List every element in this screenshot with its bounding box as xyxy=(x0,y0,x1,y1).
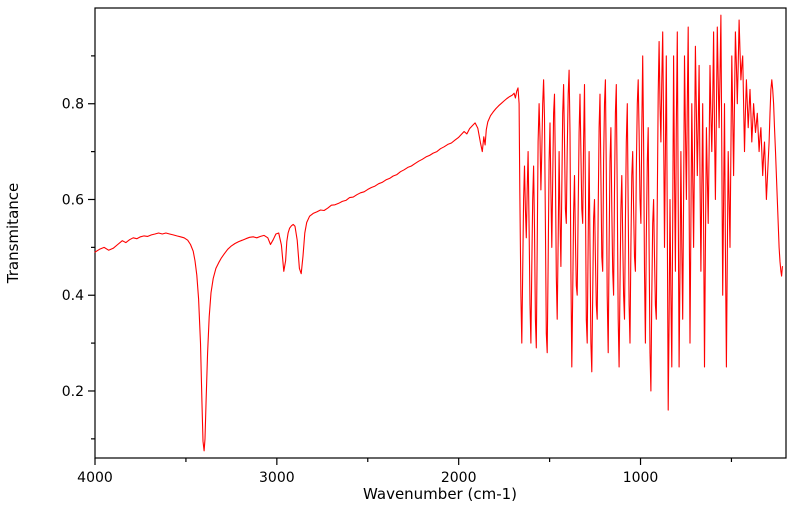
axes-ticks: 4000 3000 2000 1000 0.2 0.4 0.6 0.8 xyxy=(62,55,733,486)
y-axis-label: Transmitance xyxy=(4,183,22,284)
tick-label: 4000 xyxy=(77,470,113,486)
x-axis-label: Wavenumber (cm-1) xyxy=(363,485,517,503)
tick-label: 0.6 xyxy=(62,192,84,208)
plot-frame xyxy=(94,7,787,459)
tick-label: 0.2 xyxy=(62,384,84,400)
tick-label: 1000 xyxy=(623,470,659,486)
tick-label: 0.4 xyxy=(62,288,84,304)
tick-label: 3000 xyxy=(259,470,295,486)
tick-label: 2000 xyxy=(441,470,477,486)
tick-label: 0.8 xyxy=(62,97,84,113)
spectrum-line xyxy=(94,14,783,452)
